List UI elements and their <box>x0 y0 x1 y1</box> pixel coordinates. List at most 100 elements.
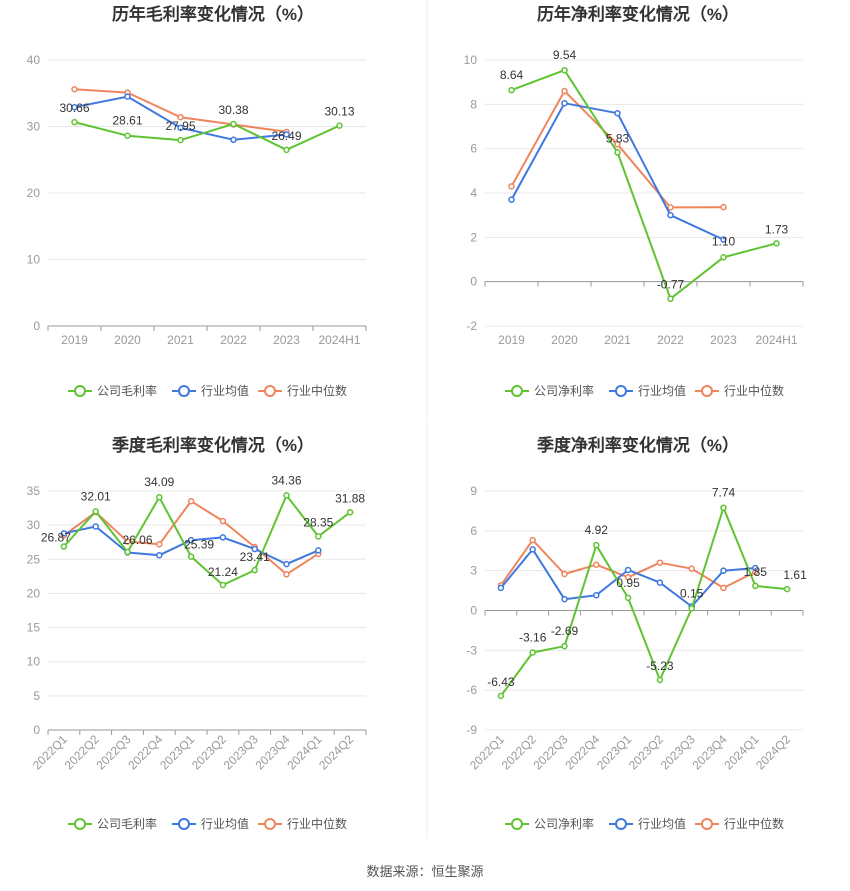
data-point <box>177 136 184 144</box>
data-point <box>156 551 163 559</box>
data-point <box>688 565 695 572</box>
data-point <box>315 533 322 540</box>
y-tick-label: 9 <box>470 484 477 498</box>
chart-title: 季度毛利率变化情况（%） <box>112 435 314 455</box>
data-point <box>71 103 78 111</box>
data-point <box>529 546 536 553</box>
data-point <box>283 146 290 154</box>
legend-item-3[interactable]: 行业中位数 <box>695 816 784 831</box>
data-label: 34.09 <box>144 475 174 489</box>
data-label: -0.77 <box>657 278 685 292</box>
data-label: 5.83 <box>606 131 630 145</box>
x-tick-label: 2020 <box>551 333 578 347</box>
data-label: 21.24 <box>208 565 238 579</box>
data-point <box>561 87 568 95</box>
series-line-2 <box>510 102 724 241</box>
x-tick-label: 2024H1 <box>318 333 360 347</box>
y-tick-label: 5 <box>33 689 40 703</box>
data-point <box>283 131 290 138</box>
legend-label: 行业中位数 <box>724 816 784 831</box>
data-point <box>614 140 621 148</box>
y-tick-label: 2 <box>470 230 477 244</box>
legend-label: 行业均值 <box>638 383 686 398</box>
legend-label: 行业中位数 <box>287 816 347 831</box>
y-tick-label: -3 <box>466 643 477 657</box>
x-tick-label: 2021 <box>604 333 631 347</box>
data-label: -5.23 <box>646 659 674 673</box>
legend-item-1[interactable]: 公司净利率 <box>505 816 594 831</box>
data-point <box>346 509 354 516</box>
data-point <box>219 534 227 541</box>
data-point <box>614 109 621 117</box>
data-point <box>497 692 505 700</box>
legend-marker <box>74 385 86 397</box>
legend-label: 行业均值 <box>201 383 249 398</box>
data-label: 23.41 <box>240 550 270 564</box>
y-tick-label: 35 <box>27 484 41 498</box>
y-tick-label: -9 <box>466 723 477 737</box>
data-point <box>315 547 322 554</box>
data-label: 8.64 <box>500 68 524 82</box>
data-point <box>283 571 290 578</box>
legend-item-3[interactable]: 行业中位数 <box>695 383 784 398</box>
data-point <box>60 530 68 537</box>
data-point <box>60 543 68 550</box>
data-label: -3.16 <box>519 630 547 644</box>
y-tick-label: 0 <box>33 723 40 737</box>
data-point <box>656 579 664 586</box>
data-label: 34.36 <box>271 473 301 487</box>
data-point <box>508 196 515 203</box>
y-tick-label: 0 <box>33 319 40 333</box>
legend-marker <box>701 818 713 830</box>
data-label: -6.43 <box>487 675 515 689</box>
data-point <box>124 548 131 556</box>
data-label: 26.87 <box>41 531 71 545</box>
legend-item-2[interactable]: 行业均值 <box>172 816 249 831</box>
y-tick-label: -2 <box>466 319 477 333</box>
data-point <box>783 585 791 593</box>
data-label: 4.92 <box>585 523 609 537</box>
chart-title: 季度净利率变化情况（%） <box>537 435 739 455</box>
legend-item-2[interactable]: 行业均值 <box>172 383 249 398</box>
y-tick-label: 30 <box>27 518 41 532</box>
data-point <box>624 566 632 574</box>
data-point <box>656 559 664 566</box>
legend-item-2[interactable]: 行业均值 <box>609 816 686 831</box>
data-label: 27.95 <box>165 119 195 133</box>
legend-item-3[interactable]: 行业中位数 <box>258 816 347 831</box>
x-tick-label: 2022 <box>657 333 684 347</box>
data-point <box>593 541 600 549</box>
data-point <box>92 508 99 515</box>
legend-item-3[interactable]: 行业中位数 <box>258 383 347 398</box>
y-tick-label: -6 <box>466 683 477 697</box>
x-tick-label: 2019 <box>498 333 525 347</box>
legend-item-1[interactable]: 公司净利率 <box>505 383 594 398</box>
data-point <box>752 564 759 572</box>
data-point <box>177 113 184 121</box>
data-label: -2.69 <box>551 624 579 638</box>
data-point <box>251 566 258 574</box>
y-tick-label: 25 <box>27 552 41 566</box>
data-point <box>720 236 727 243</box>
legend-marker <box>511 385 523 397</box>
legend-label: 行业中位数 <box>287 383 347 398</box>
legend-item-2[interactable]: 行业均值 <box>609 383 686 398</box>
data-point <box>624 594 632 602</box>
y-tick-label: 30 <box>27 120 41 134</box>
legend-marker <box>701 385 713 397</box>
legend-item-1[interactable]: 公司毛利率 <box>68 816 157 831</box>
data-label: 1.10 <box>712 234 736 248</box>
data-label: 0.95 <box>616 576 640 590</box>
data-point <box>720 203 727 211</box>
y-tick-label: 15 <box>27 621 41 635</box>
data-point <box>219 581 227 589</box>
y-tick-label: 8 <box>470 97 477 111</box>
legend-item-1[interactable]: 公司毛利率 <box>68 383 157 398</box>
data-point <box>124 132 131 139</box>
data-point <box>497 584 505 592</box>
series-line-1 <box>511 69 777 300</box>
data-point <box>156 493 163 501</box>
x-tick-label: 2024Q2 <box>316 732 356 772</box>
y-tick-label: 0 <box>470 604 477 618</box>
legend-marker <box>264 818 276 830</box>
